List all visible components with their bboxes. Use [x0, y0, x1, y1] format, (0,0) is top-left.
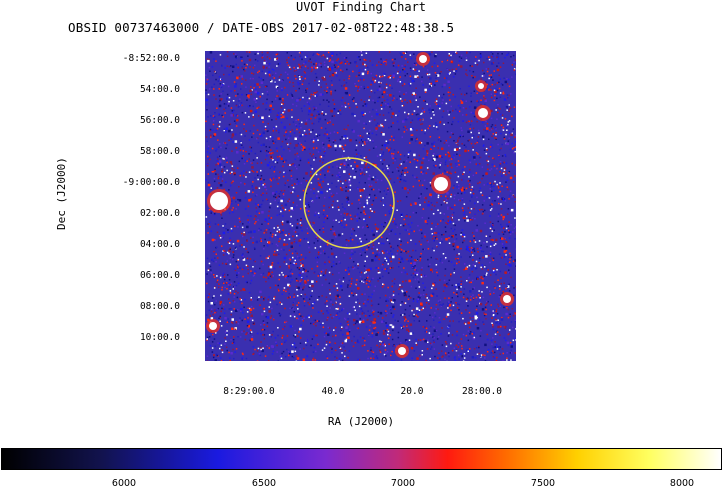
colorbar-tick-2: 7000: [390, 478, 416, 489]
chart-title: UVOT Finding Chart: [295, 0, 427, 14]
colorbar-tick-3: 7500: [530, 478, 556, 489]
target-region-circle: [303, 157, 395, 249]
ra-tick-0: 8:29:00.0: [223, 386, 275, 397]
sky-image-canvas: [205, 51, 516, 361]
dec-tick-2: 56:00.0: [139, 115, 180, 126]
dec-tick-7: 06:00.0: [139, 270, 180, 281]
colorbar-tick-1: 6500: [251, 478, 277, 489]
colorbar-tick-0: 6000: [111, 478, 137, 489]
dec-tick-5: 02:00.0: [139, 208, 180, 219]
dec-tick-6: 04:00.0: [139, 239, 180, 250]
dec-axis-label: Dec (J2000): [55, 157, 68, 230]
observation-subtitle: OBSID 00737463000 / DATE-OBS 2017-02-08T…: [68, 20, 455, 35]
colorbar-tick-4: 8000: [669, 478, 695, 489]
ra-tick-1: 40.0: [321, 386, 345, 397]
ra-tick-3: 28:00.0: [461, 386, 503, 397]
sky-image[interactable]: [205, 51, 516, 361]
dec-tick-9: 10:00.0: [139, 332, 180, 343]
dec-tick-1: 54:00.0: [139, 84, 180, 95]
dec-tick-8: 08:00.0: [139, 301, 180, 312]
dec-tick-4: -9:00:00.0: [122, 177, 180, 188]
colorbar: [1, 448, 722, 470]
ra-tick-2: 20.0: [400, 386, 424, 397]
dec-tick-0: -8:52:00.0: [122, 53, 180, 64]
dec-tick-3: 58:00.0: [139, 146, 180, 157]
ra-axis-label: RA (J2000): [327, 415, 395, 428]
